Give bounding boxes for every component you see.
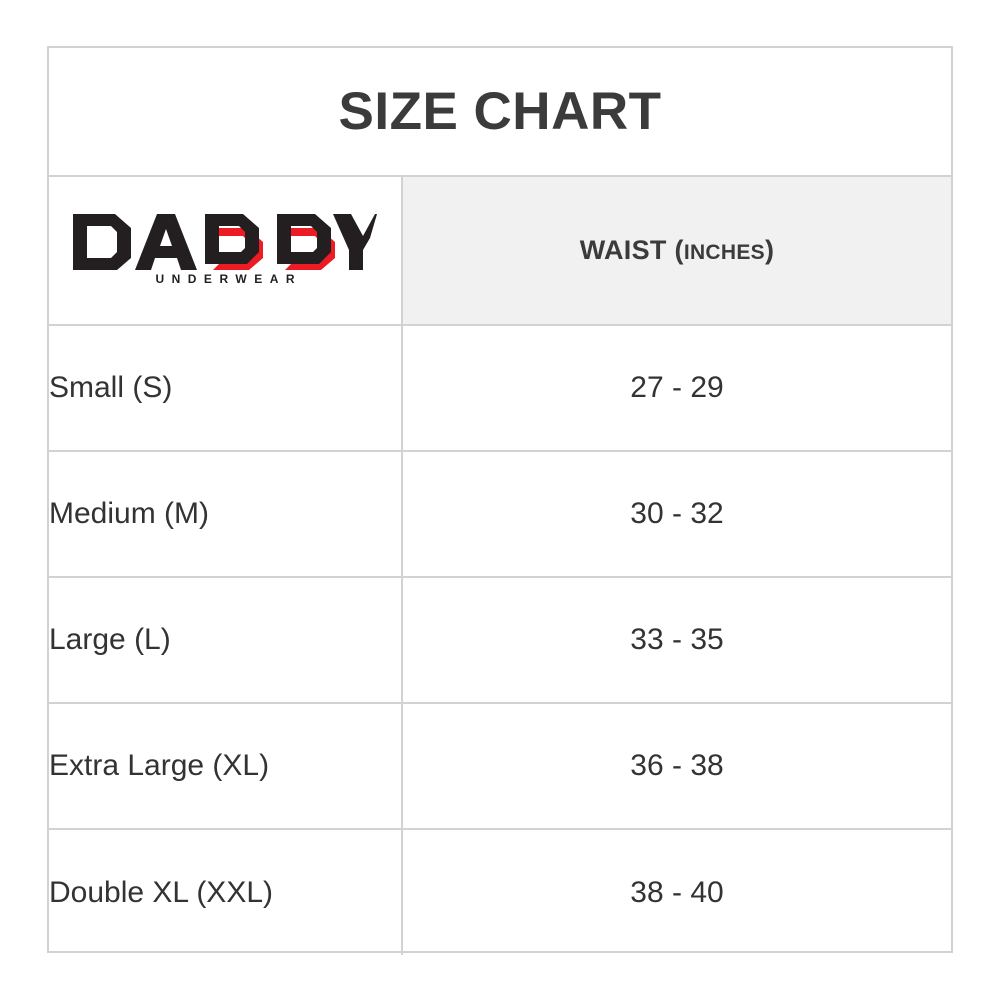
waist-main-text: WAIST — [579, 235, 667, 265]
page-title: SIZE CHART — [338, 82, 662, 141]
table-header-row: UNDERWEAR WAIST (INCHES) — [49, 177, 951, 326]
waist-close-paren: ) — [764, 235, 775, 265]
waist-open-paren: ( — [674, 235, 684, 265]
table-row: Small (S) 27 - 29 — [49, 325, 951, 452]
waist-value-medium: 30 - 32 — [402, 451, 951, 578]
brand-tagline: UNDERWEAR — [155, 272, 303, 286]
waist-value-large: 33 - 35 — [402, 577, 951, 704]
size-label-double-xl: Double XL (XXL) — [49, 829, 403, 955]
size-chart-container: SIZE CHART — [47, 46, 953, 955]
column-header-waist: WAIST (INCHES) — [402, 177, 951, 326]
size-label-small: Small (S) — [49, 325, 403, 452]
brand-logo-cell: UNDERWEAR — [49, 177, 403, 326]
table-row: Extra Large (XL) 36 - 38 — [49, 703, 951, 830]
daddy-underwear-logo: UNDERWEAR — [71, 212, 379, 286]
daddy-wordmark-icon — [73, 214, 377, 270]
waist-unit-text: INCHES — [683, 241, 765, 264]
waist-value-double-xl: 38 - 40 — [630, 875, 724, 909]
waist-value-extra-large: 36 - 38 — [402, 703, 951, 830]
table-row: Double XL (XXL) 38 - 40 — [49, 829, 951, 955]
size-label-medium: Medium (M) — [49, 451, 403, 578]
size-chart-table: UNDERWEAR WAIST (INCHES) Small (S) 27 - … — [49, 177, 951, 955]
size-label-extra-large: Extra Large (XL) — [49, 703, 403, 830]
waist-value-small: 27 - 29 — [402, 325, 951, 452]
chart-title-row: SIZE CHART — [49, 48, 951, 177]
table-row: Large (L) 33 - 35 — [49, 577, 951, 704]
table-body: Small (S) 27 - 29 Medium (M) 30 - 32 Lar… — [49, 325, 951, 955]
column-header-waist-label: WAIST (INCHES) — [580, 235, 775, 265]
table-row: Medium (M) 30 - 32 — [49, 451, 951, 578]
size-label-large: Large (L) — [49, 577, 403, 704]
